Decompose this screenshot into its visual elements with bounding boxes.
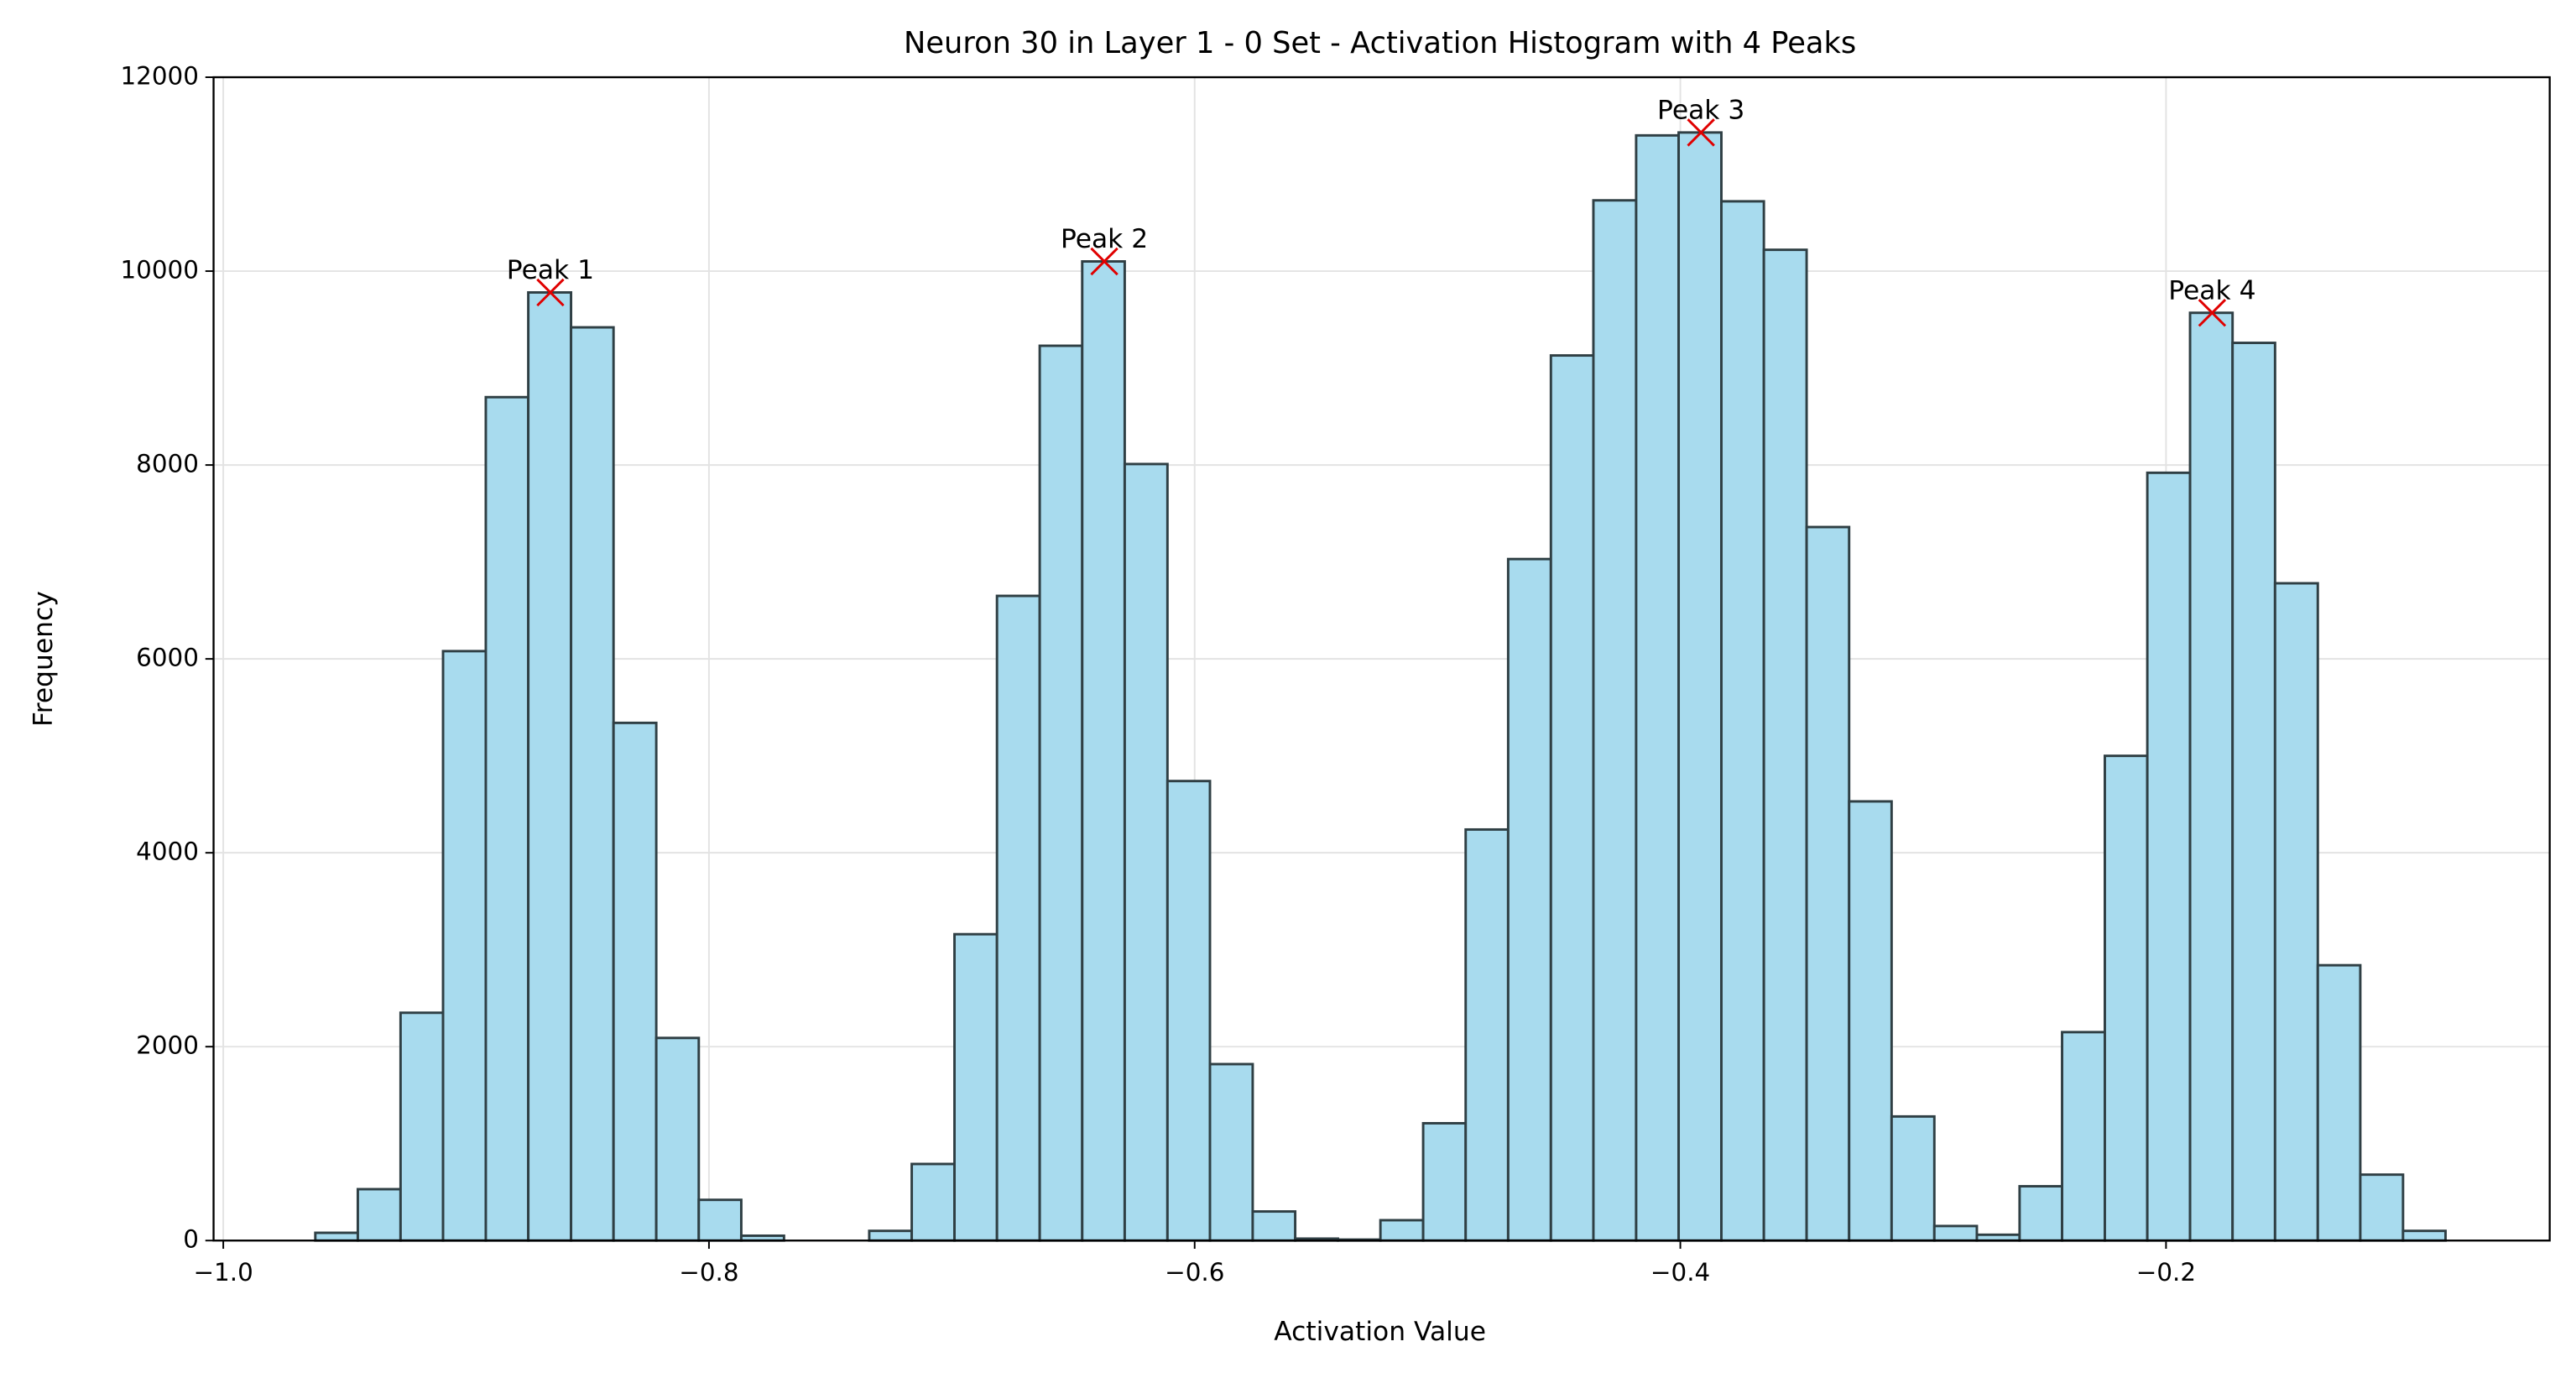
histogram-bar bbox=[1421, 1121, 1468, 1242]
histogram-bar bbox=[2359, 1173, 2405, 1242]
peak-label: Peak 3 bbox=[1657, 95, 1744, 125]
histogram-bar bbox=[441, 650, 488, 1242]
histogram-bar bbox=[2188, 311, 2234, 1242]
x-axis-label: Activation Value bbox=[1274, 1317, 1486, 1347]
histogram-bar bbox=[2018, 1185, 2064, 1242]
histogram-bar bbox=[1208, 1062, 1254, 1242]
x-tick-label: −0.8 bbox=[679, 1258, 738, 1287]
histogram-bar bbox=[527, 291, 573, 1242]
peak-marker-stroke bbox=[1090, 247, 1119, 276]
histogram-bar bbox=[1038, 344, 1084, 1242]
histogram-bar bbox=[1251, 1210, 1297, 1242]
histogram-bar bbox=[356, 1187, 402, 1242]
histogram-bar bbox=[1932, 1224, 1979, 1242]
y-tick-label: 2000 bbox=[136, 1031, 199, 1060]
histogram-bar bbox=[953, 932, 999, 1242]
peak-marker-stroke bbox=[1687, 118, 1715, 147]
histogram-bar bbox=[1848, 800, 1893, 1242]
histogram-bar bbox=[1720, 200, 1765, 1242]
histogram-bar bbox=[995, 594, 1041, 1242]
histogram-bar bbox=[2316, 963, 2362, 1242]
histogram-bar bbox=[910, 1162, 956, 1242]
peak-marker bbox=[536, 278, 565, 307]
y-tick-label: 12000 bbox=[121, 62, 199, 91]
peak-label: Peak 4 bbox=[2168, 275, 2255, 305]
y-tick-label: 4000 bbox=[136, 838, 199, 866]
histogram-bar bbox=[1762, 248, 1808, 1242]
y-tick-label: 0 bbox=[183, 1225, 199, 1254]
histogram-bar bbox=[1549, 354, 1595, 1242]
plot-frame bbox=[212, 76, 2551, 1242]
peak-marker bbox=[1090, 247, 1119, 276]
histogram-bar bbox=[314, 1231, 359, 1242]
x-tick-label: −1.0 bbox=[193, 1258, 253, 1287]
histogram-bar bbox=[654, 1036, 701, 1242]
histogram-bar bbox=[1379, 1219, 1425, 1242]
peak-label: Peak 1 bbox=[507, 255, 594, 285]
histogram-bar bbox=[2401, 1229, 2447, 1242]
histogram-bar bbox=[1635, 133, 1681, 1242]
peak-marker bbox=[1687, 118, 1715, 147]
histogram-bar bbox=[2231, 342, 2276, 1242]
peak-marker bbox=[2198, 299, 2227, 327]
y-tick-label: 8000 bbox=[136, 450, 199, 478]
histogram-bar bbox=[2104, 754, 2149, 1242]
histogram-bar bbox=[1506, 557, 1552, 1242]
histogram-bar bbox=[570, 326, 615, 1242]
histogram-bar bbox=[697, 1198, 743, 1242]
histogram-bar bbox=[2146, 471, 2192, 1242]
x-tick-label: −0.6 bbox=[1165, 1258, 1224, 1287]
histogram-bar bbox=[1592, 199, 1638, 1242]
x-tick-label: −0.4 bbox=[1650, 1258, 1710, 1287]
histogram-bar bbox=[2061, 1031, 2106, 1242]
y-axis-label: Frequency bbox=[29, 591, 59, 727]
histogram-bar bbox=[2273, 582, 2319, 1242]
histogram-bar bbox=[1805, 525, 1851, 1242]
y-tick-label: 10000 bbox=[121, 256, 199, 284]
chart-title: Neuron 30 in Layer 1 - 0 Set - Activatio… bbox=[904, 26, 1856, 60]
histogram-bar bbox=[1081, 260, 1126, 1242]
histogram-bar bbox=[1464, 827, 1510, 1242]
peak-marker-stroke bbox=[536, 278, 565, 307]
peak-label: Peak 2 bbox=[1061, 224, 1148, 254]
histogram-bar bbox=[1677, 131, 1723, 1242]
histogram-bar bbox=[484, 395, 530, 1242]
x-tick-label: −0.2 bbox=[2136, 1258, 2196, 1287]
histogram-bar bbox=[1123, 462, 1169, 1242]
histogram-bar bbox=[612, 721, 658, 1242]
histogram-bar bbox=[868, 1229, 914, 1242]
y-tick-label: 6000 bbox=[136, 644, 199, 672]
histogram-bar bbox=[1165, 780, 1212, 1242]
histogram-bar bbox=[399, 1011, 445, 1242]
histogram-bar bbox=[1890, 1114, 1936, 1242]
peak-marker-stroke bbox=[2198, 299, 2227, 327]
